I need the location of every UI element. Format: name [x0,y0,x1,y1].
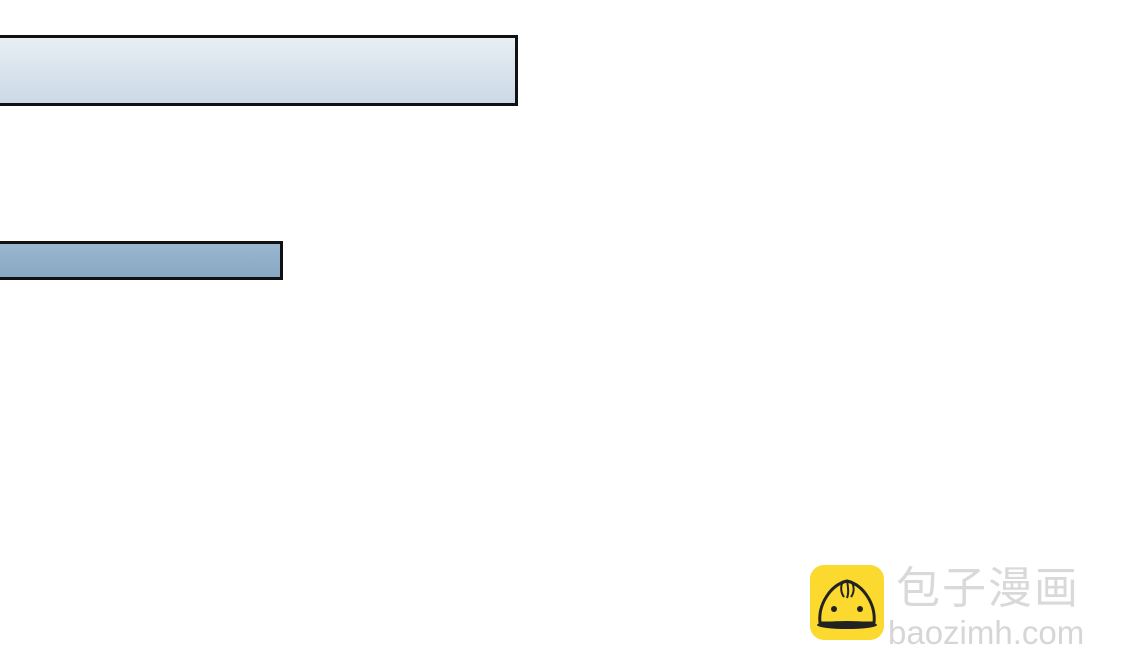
caption-box-top [0,35,518,106]
steamed-bun-icon [810,565,884,640]
watermark-url: baozimh.com [888,614,1085,651]
caption-box-bottom [0,241,283,280]
watermark-brand: 包子漫画 [896,563,1080,614]
